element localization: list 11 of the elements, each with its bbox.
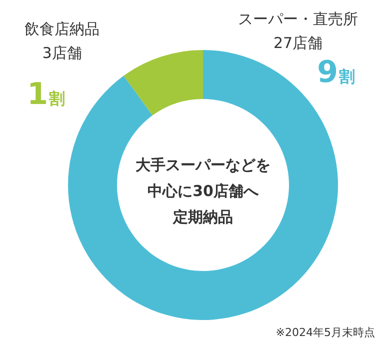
slice-label: 飲食店納品 xyxy=(24,20,100,38)
text: 定期納品 xyxy=(172,208,233,226)
slice-label: スーパー・直売所 xyxy=(238,10,358,28)
data-label: 3店舗 xyxy=(42,44,82,62)
text: 9割 xyxy=(317,55,355,90)
text: ※2024年5月末時点 xyxy=(276,326,375,339)
data-label: 27店舗 xyxy=(273,34,323,52)
donut-slice xyxy=(124,50,203,116)
text: 大手スーパーなどを xyxy=(136,156,270,174)
text: 中心に30店舗へ xyxy=(148,182,260,200)
text: 1割 xyxy=(27,77,65,112)
